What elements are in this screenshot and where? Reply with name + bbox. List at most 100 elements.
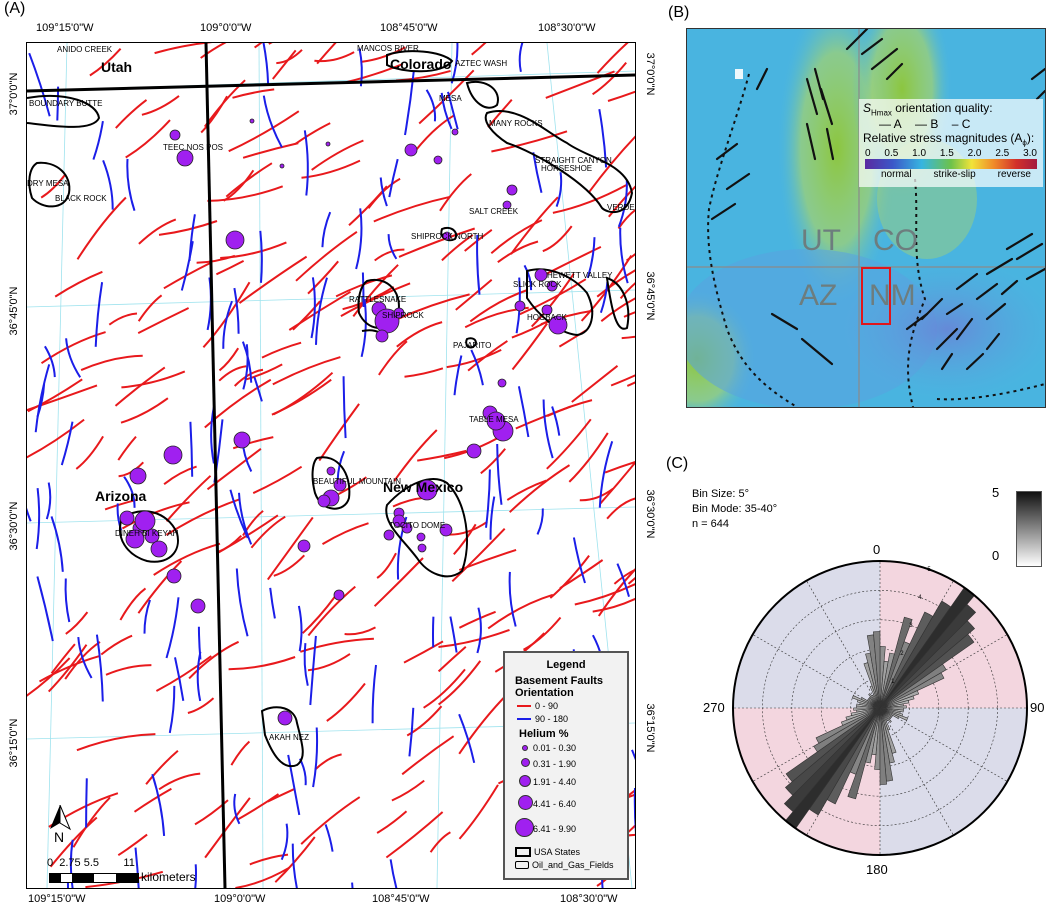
fault-0-90	[145, 750, 179, 785]
magnitude-ticks: 0 0.5 1.0 1.5 2.0 2.5 3.0	[865, 148, 1037, 159]
fault-0-90	[274, 836, 316, 883]
legend-helium-label: 0.01 - 0.30	[533, 743, 577, 753]
fault-0-90	[469, 289, 528, 323]
fault-90-180	[517, 386, 530, 438]
field-outline	[440, 227, 458, 242]
fault-0-90	[542, 225, 573, 253]
fault-90-180	[28, 52, 51, 117]
fault-0-90	[597, 568, 635, 617]
study-area-highlight[interactable]	[861, 267, 891, 325]
fault-0-90	[458, 784, 499, 840]
magnitude-tick: 2.5	[995, 147, 1010, 159]
magnitude-tick: 0	[865, 147, 871, 159]
fault-90-180	[489, 496, 496, 540]
stress-state-label: AZ	[799, 279, 838, 312]
fault-90-180	[143, 599, 151, 634]
field-outline	[605, 276, 630, 330]
fault-0-90	[326, 682, 366, 722]
fault-90-180	[388, 158, 399, 198]
fault-0-90	[76, 196, 127, 260]
fault-90-180	[309, 635, 317, 706]
helium-sample-point	[144, 528, 160, 544]
fault-0-90	[204, 797, 251, 859]
place-label: SLICK ROCK	[513, 280, 562, 289]
legend-fault-class: 90 - 180	[517, 714, 627, 724]
rose-quadrant	[880, 708, 1027, 855]
fault-0-90	[540, 309, 594, 326]
fault-0-90	[392, 496, 425, 508]
fault-90-180	[44, 345, 56, 378]
stress-state-label: CO	[873, 224, 918, 257]
place-label: MESA	[439, 94, 462, 103]
helium-sample-point	[169, 129, 181, 141]
fault-0-90	[200, 43, 227, 59]
fault-90-180	[453, 355, 463, 396]
rose-axis-label-180: 180	[866, 862, 888, 877]
fault-0-90	[458, 548, 517, 571]
map-frame[interactable]: ANIDO CREEK MANCOS RIVER AZTEC WASH BOUN…	[26, 42, 636, 889]
rose-bar	[879, 663, 947, 709]
fault-0-90	[599, 461, 635, 505]
place-label: HORSESHOE	[541, 164, 593, 173]
fault-0-90	[311, 139, 364, 171]
fault-0-90	[373, 557, 424, 607]
helium-sample-point	[134, 510, 156, 532]
helium-sample-point	[383, 529, 395, 541]
fault-0-90	[506, 479, 547, 501]
helium-sample-point	[326, 466, 336, 476]
right-lat-label: 36°30'0"N	[644, 489, 656, 539]
fault-0-90	[378, 340, 408, 376]
fault-90-180	[69, 839, 74, 888]
legend-boundary-label: USA States	[534, 847, 581, 857]
place-label: HEWETT VALLEY	[547, 271, 613, 280]
fault-0-90	[233, 368, 264, 387]
fault-0-90	[523, 616, 562, 651]
helium-swatch	[517, 743, 533, 753]
fault-0-90	[133, 787, 172, 813]
rose-bar	[879, 707, 887, 785]
fault-90-180	[297, 605, 303, 652]
fault-0-90	[423, 668, 466, 709]
fault-90-180	[440, 92, 453, 130]
rose-ring-label: 2	[900, 651, 904, 657]
fault-90-180	[536, 508, 544, 535]
stress-state-label: NM	[869, 279, 916, 312]
fault-90-180	[449, 616, 458, 653]
helium-sample-point	[497, 378, 507, 388]
legend-orientation-title: Orientation	[515, 687, 574, 699]
fault-0-90	[153, 542, 221, 576]
fault-90-180	[312, 727, 319, 788]
fault-0-90	[441, 234, 474, 262]
fault-0-90	[292, 300, 321, 331]
fault-90-180	[476, 607, 482, 654]
place-label: SHIPROCK	[382, 311, 424, 320]
fault-0-90	[137, 307, 190, 334]
field-outline	[484, 110, 634, 214]
fault-90-180	[92, 120, 104, 160]
fault-90-180	[447, 91, 459, 130]
helium-sample-point	[129, 467, 147, 485]
rose-bar	[879, 603, 977, 709]
legend-helium-class: 0.01 - 0.30	[517, 743, 627, 753]
fault-0-90	[307, 585, 356, 637]
legend-fault-class: 0 - 90	[517, 701, 627, 711]
rose-ring-label: 4	[918, 595, 922, 601]
rose-bar	[853, 707, 881, 711]
rose-axis-label-0: 0	[873, 542, 881, 557]
fault-0-90	[623, 311, 635, 318]
fault-0-90	[530, 273, 575, 328]
fault-0-90	[272, 356, 341, 386]
rose-bar	[845, 707, 881, 721]
stress-map[interactable]: UT CO AZ NM SHmax orientation quality: —…	[686, 28, 1046, 408]
fault-0-90	[266, 516, 314, 581]
fault-0-90	[446, 349, 502, 369]
fault-90-180	[303, 642, 309, 686]
field-outline	[260, 706, 304, 768]
rose-bars	[783, 587, 977, 829]
fault-0-90	[47, 644, 88, 693]
fault-0-90	[414, 114, 455, 152]
fault-0-90	[403, 640, 444, 664]
magnitude-title: Relative stress magnitudes (Aϕ):	[863, 131, 1043, 147]
fault-0-90	[438, 628, 510, 648]
